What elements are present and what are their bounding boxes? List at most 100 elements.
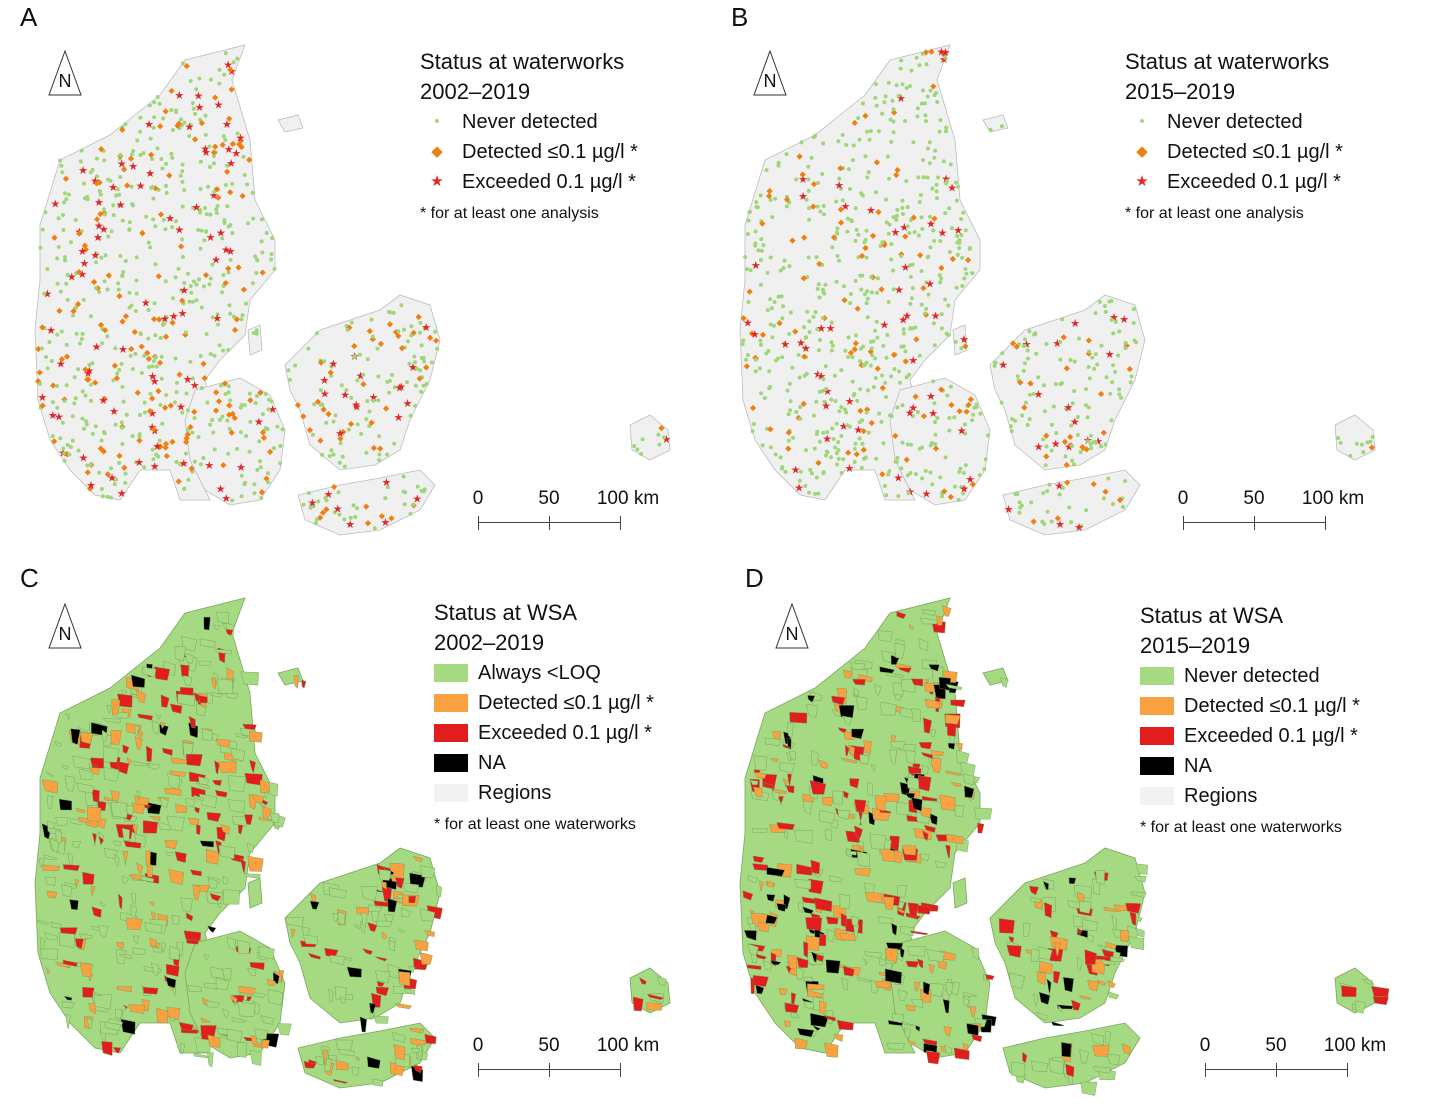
detected-marker [124, 182, 131, 189]
never-detected-marker [904, 85, 909, 90]
never-detected-marker [239, 403, 244, 408]
wsa-area [410, 1047, 421, 1053]
never-detected-marker [770, 215, 775, 220]
never-detected-marker [172, 400, 177, 405]
detected-marker [1027, 380, 1034, 387]
never-detected-marker [179, 288, 184, 293]
wsa-area [1031, 1060, 1049, 1072]
wsa-area [46, 890, 58, 899]
never-detected-marker [859, 465, 864, 470]
never-detected-marker [1054, 431, 1059, 436]
wsa-area [340, 995, 346, 1004]
detected-marker [212, 407, 220, 414]
exceeded-marker: ★ [212, 313, 222, 325]
never-detected-marker [836, 456, 841, 461]
wsa-area [328, 989, 334, 1003]
never-detected-marker [863, 154, 868, 159]
detected-marker [382, 405, 390, 412]
wsa-area [223, 889, 241, 905]
never-detected-marker [1099, 343, 1104, 348]
never-detected-marker [1093, 440, 1098, 445]
wsa-area [854, 799, 867, 813]
never-detected-marker [753, 243, 758, 248]
never-detected-marker [931, 228, 936, 233]
exceeded-marker: ★ [921, 489, 931, 501]
never-detected-marker [1129, 374, 1134, 379]
exceeded-marker: ★ [179, 458, 189, 470]
never-detected-marker [111, 213, 116, 218]
never-detected-marker [900, 403, 905, 408]
never-detected-marker [909, 296, 914, 301]
never-detected-marker [83, 419, 88, 424]
wsa-area [999, 677, 1009, 688]
wsa-area [354, 923, 362, 929]
panel-c: C N Status at WSA 2002–2019 Always <LOQ … [0, 553, 727, 1106]
never-detected-marker [773, 358, 778, 363]
wsa-area [206, 812, 222, 822]
wsa-area [1100, 959, 1116, 965]
never-detected-marker [409, 333, 414, 338]
never-detected-marker [1049, 422, 1054, 427]
wsa-area [91, 906, 102, 918]
never-detected-marker [340, 454, 345, 459]
never-detected-marker [227, 426, 232, 431]
never-detected-marker [798, 404, 803, 409]
wsa-area [896, 802, 913, 816]
wsa-area [851, 728, 865, 740]
exceeded-marker: ★ [150, 426, 160, 438]
wsa-area [45, 876, 57, 887]
never-detected-marker [863, 237, 868, 242]
detected-marker [148, 151, 155, 158]
wsa-area [945, 844, 951, 859]
wsa-area [955, 742, 963, 752]
exceeded-marker: ★ [150, 376, 160, 388]
never-detected-marker [211, 154, 216, 159]
never-detected-marker [835, 253, 840, 258]
never-detected-marker [113, 422, 118, 427]
never-detected-marker [106, 234, 111, 239]
land-area [1334, 414, 1376, 461]
never-detected-marker [361, 372, 366, 377]
never-detected-marker [116, 287, 121, 292]
never-detected-marker [908, 218, 913, 223]
never-detected-marker [921, 175, 926, 180]
never-detected-marker [955, 233, 960, 238]
never-detected-marker [138, 153, 143, 158]
never-detected-marker [962, 276, 967, 281]
never-detected-marker [873, 190, 878, 195]
never-detected-marker [821, 430, 826, 435]
never-detected-marker [138, 115, 143, 120]
never-detected-marker [1057, 492, 1062, 497]
wsa-area [777, 796, 784, 805]
never-detected-marker [207, 165, 212, 170]
exceeded-marker: ★ [743, 317, 753, 329]
wsa-area [61, 1001, 75, 1009]
never-detected-marker [1121, 504, 1126, 509]
never-detected-marker [101, 429, 106, 434]
never-detected-marker [287, 377, 292, 382]
never-detected-marker [764, 351, 769, 356]
never-detected-marker [876, 129, 881, 134]
wsa-area [1038, 991, 1051, 1005]
wsa-area [99, 901, 106, 908]
never-detected-marker [758, 282, 763, 287]
exceeded-marker: ★ [1051, 439, 1061, 451]
never-detected-marker [164, 190, 169, 195]
detected-marker [327, 369, 334, 376]
wsa-area [101, 1041, 113, 1056]
never-detected-marker [74, 331, 79, 336]
wsa-area [144, 922, 163, 934]
never-detected-marker [933, 148, 938, 153]
wsa-area [907, 1039, 917, 1046]
never-detected-marker [744, 267, 749, 272]
detected-marker [228, 86, 235, 93]
never-detected-marker [259, 239, 264, 244]
wsa-area [65, 1014, 71, 1030]
exceeded-marker: ★ [1093, 436, 1103, 448]
detected-marker [294, 402, 302, 409]
never-detected-marker [759, 248, 764, 253]
never-detected-marker [818, 209, 823, 214]
never-detected-marker [857, 436, 862, 441]
never-detected-marker [930, 482, 935, 487]
wsa-area [409, 1027, 425, 1034]
